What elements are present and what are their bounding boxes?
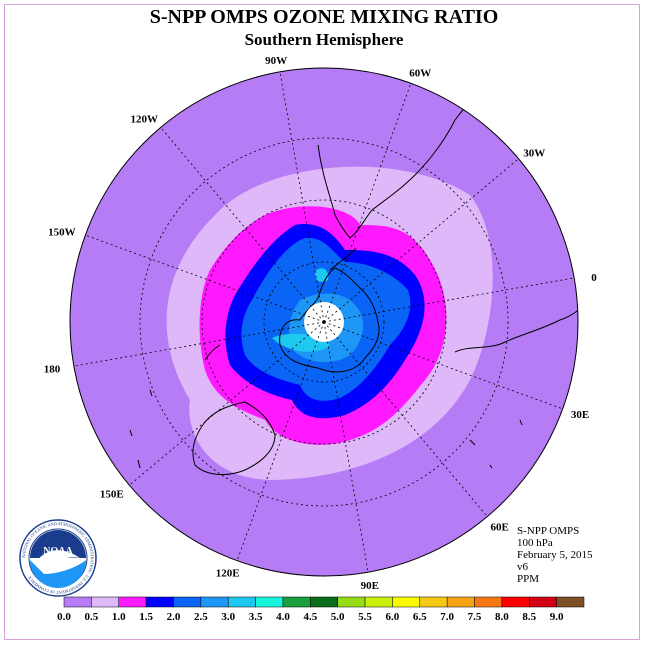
colorbar-swatch [118,596,147,608]
longitude-label: 60W [409,68,431,80]
meridian [85,234,325,323]
colorbar-tick-label: 5.0 [331,611,345,623]
colorbar-tick-label: 6.5 [413,611,427,623]
colorbar-tick-label: 2.5 [194,611,208,623]
colorbar-tick-label: 6.0 [386,611,400,623]
coastline-islands-west [129,389,153,469]
colorbar-tick-label: 1.0 [112,611,126,623]
coastline-africa [454,297,578,353]
colorbar-swatch [446,596,475,608]
meridian [323,321,488,517]
meridian [73,321,325,367]
colorbar-swatch [173,596,202,608]
colorbar-swatch [364,596,393,608]
colorbar-swatch [200,596,229,608]
longitude-label: 90W [265,55,287,67]
lat-lon-grid [73,71,575,573]
colorbar-swatch [501,596,530,608]
colorbar-tick-label: 4.0 [276,611,290,623]
map-boundary [69,67,579,577]
meridian [323,321,369,573]
noaa-logo-sea [30,560,86,588]
colorbar-tick-label: 8.0 [495,611,509,623]
colorbar-tick-label: 7.0 [440,611,454,623]
colorbar-swatch [145,596,174,608]
colorbar-swatch [474,596,503,608]
colorbar-swatch [529,596,557,608]
info-panel: S-NPP OMPS 100 hPa February 5, 2015 v6 P… [517,525,592,585]
info-date: February 5, 2015 [517,549,593,561]
meridian [236,321,325,561]
coastline-antarctica [279,267,380,373]
longitude-label: 150E [100,488,124,500]
info-level: 100 hPa [517,537,553,549]
longitude-labels: 90W 60W 30W 0 30E 60E 90E 120E 150E 180 150W 120W [44,55,597,592]
meridian [323,321,563,410]
colorbar-tick-label: 3.5 [249,611,263,623]
coastline-south-america [317,79,496,239]
colorbar-tick-label: 1.5 [139,611,153,623]
meridian [279,71,325,323]
coastline-islands-east [469,419,523,469]
latitude-circle [139,137,509,507]
colorbar-swatch [91,596,119,608]
longitude-label: 30E [571,409,589,421]
noaa-logo: NOAA NATIONAL OCEANIC AND ATMOSPHERIC AD… [19,519,97,597]
info-instrument: S-NPP OMPS [517,525,580,537]
longitude-label: 180 [44,363,61,375]
longitude-label: 120W [131,114,159,126]
colorbar-swatch [337,596,366,608]
latitude-circle [201,199,447,445]
colorbar-swatch [227,596,256,608]
colorbar-tick-label: 2.0 [167,611,181,623]
noaa-logo-text: NOAA [43,546,73,557]
colorbar-tick-label: 3.0 [221,611,235,623]
colorbar-tick-label: 0.0 [57,611,71,623]
colorbar: 0.0 0.5 1.0 1.5 2.0 2.5 3.0 3.5 4.0 4.5 5.0 5.5 6.0 6… [57,596,585,623]
colorbar-swatch [255,596,284,608]
map-title: S-NPP OMPS OZONE MIXING RATIO [149,6,499,28]
longitude-label: 120E [216,567,240,579]
colorbar-tick-label: 8.5 [522,611,536,623]
colorbar-swatch [392,596,421,608]
latitude-circle [263,261,385,383]
colorbar-tick-label: 7.5 [468,611,482,623]
colorbar-tick-label: 4.5 [303,611,317,623]
colorbar-tick-label: 5.5 [358,611,372,623]
figure-frame [4,4,640,640]
colorbar-swatch [419,596,448,608]
meridian [323,158,519,323]
noaa-logo-bird [36,550,80,570]
colorbar-tick-label: 0.5 [84,611,98,623]
meridian [323,83,412,323]
colorbar-swatch [310,596,338,608]
colorbar-swatch [556,596,585,608]
longitude-label: 150W [48,227,76,239]
meridian [129,321,325,486]
noaa-logo-sky [30,530,86,558]
meridian [323,277,575,323]
coastline-antarctic-peninsula [329,247,357,271]
meridian [160,127,325,323]
coastline-new-zealand [204,344,221,361]
info-units: PPM [517,573,540,585]
longitude-label: 90E [361,580,379,592]
colorbar-tick-label: 9.0 [550,611,564,623]
longitude-label: 30W [523,147,545,159]
info-version: v6 [517,561,528,573]
colorbar-swatch [282,596,311,608]
longitude-label: 60E [491,522,509,534]
ozone-level-5c [314,268,329,282]
longitude-label: 0 [591,272,597,284]
colorbar-swatch [63,596,92,608]
map-subtitle: Southern Hemisphere [244,30,404,49]
